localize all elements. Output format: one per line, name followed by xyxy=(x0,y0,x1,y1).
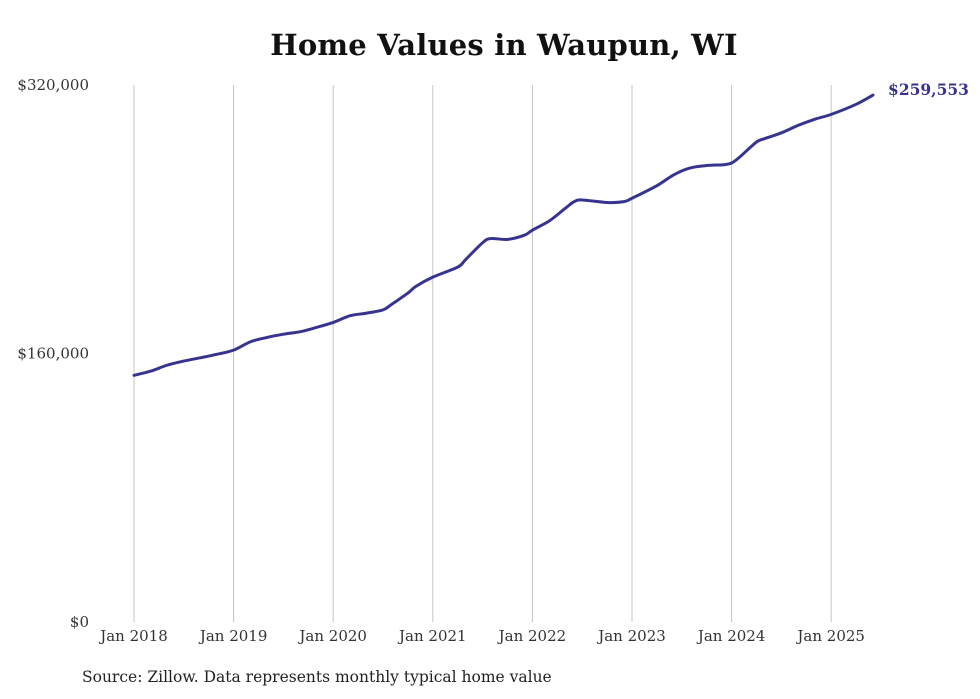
y-tick-label: $0 xyxy=(70,613,89,631)
x-tick-label: Jan 2019 xyxy=(198,627,268,645)
vertical-gridlines xyxy=(133,85,832,622)
line-chart: $0$160,000$320,000 Jan 2018 Jan 2019 Jan 2… xyxy=(17,76,969,645)
source-note: Source: Zillow. Data represents monthly … xyxy=(82,668,552,686)
end-value-label: $259,553 xyxy=(888,80,969,99)
home-value-line xyxy=(132,93,875,377)
x-tick-label: Jan 2020 xyxy=(297,627,367,645)
series-layer xyxy=(132,93,875,377)
chart-title: Home Values in Waupun, WI xyxy=(270,28,738,62)
x-tick-label: Jan 2021 xyxy=(397,627,467,645)
y-tick-label: $320,000 xyxy=(17,76,89,94)
x-axis-tick-labels: Jan 2018 Jan 2019 Jan 2020 Jan 2021 Jan 2022… xyxy=(98,627,865,645)
x-tick-label: Jan 2018 xyxy=(98,627,168,645)
x-tick-label: Jan 2022 xyxy=(497,627,567,645)
y-axis-tick-labels: $0 $160,000 $320,000 xyxy=(17,76,89,631)
x-tick-label: Jan 2025 xyxy=(795,627,865,645)
x-tick-label: Jan 2024 xyxy=(696,627,766,645)
end-label-layer: $259,553 xyxy=(888,80,969,99)
y-tick-label: $160,000 xyxy=(17,345,89,363)
x-tick-label: Jan 2023 xyxy=(596,627,666,645)
